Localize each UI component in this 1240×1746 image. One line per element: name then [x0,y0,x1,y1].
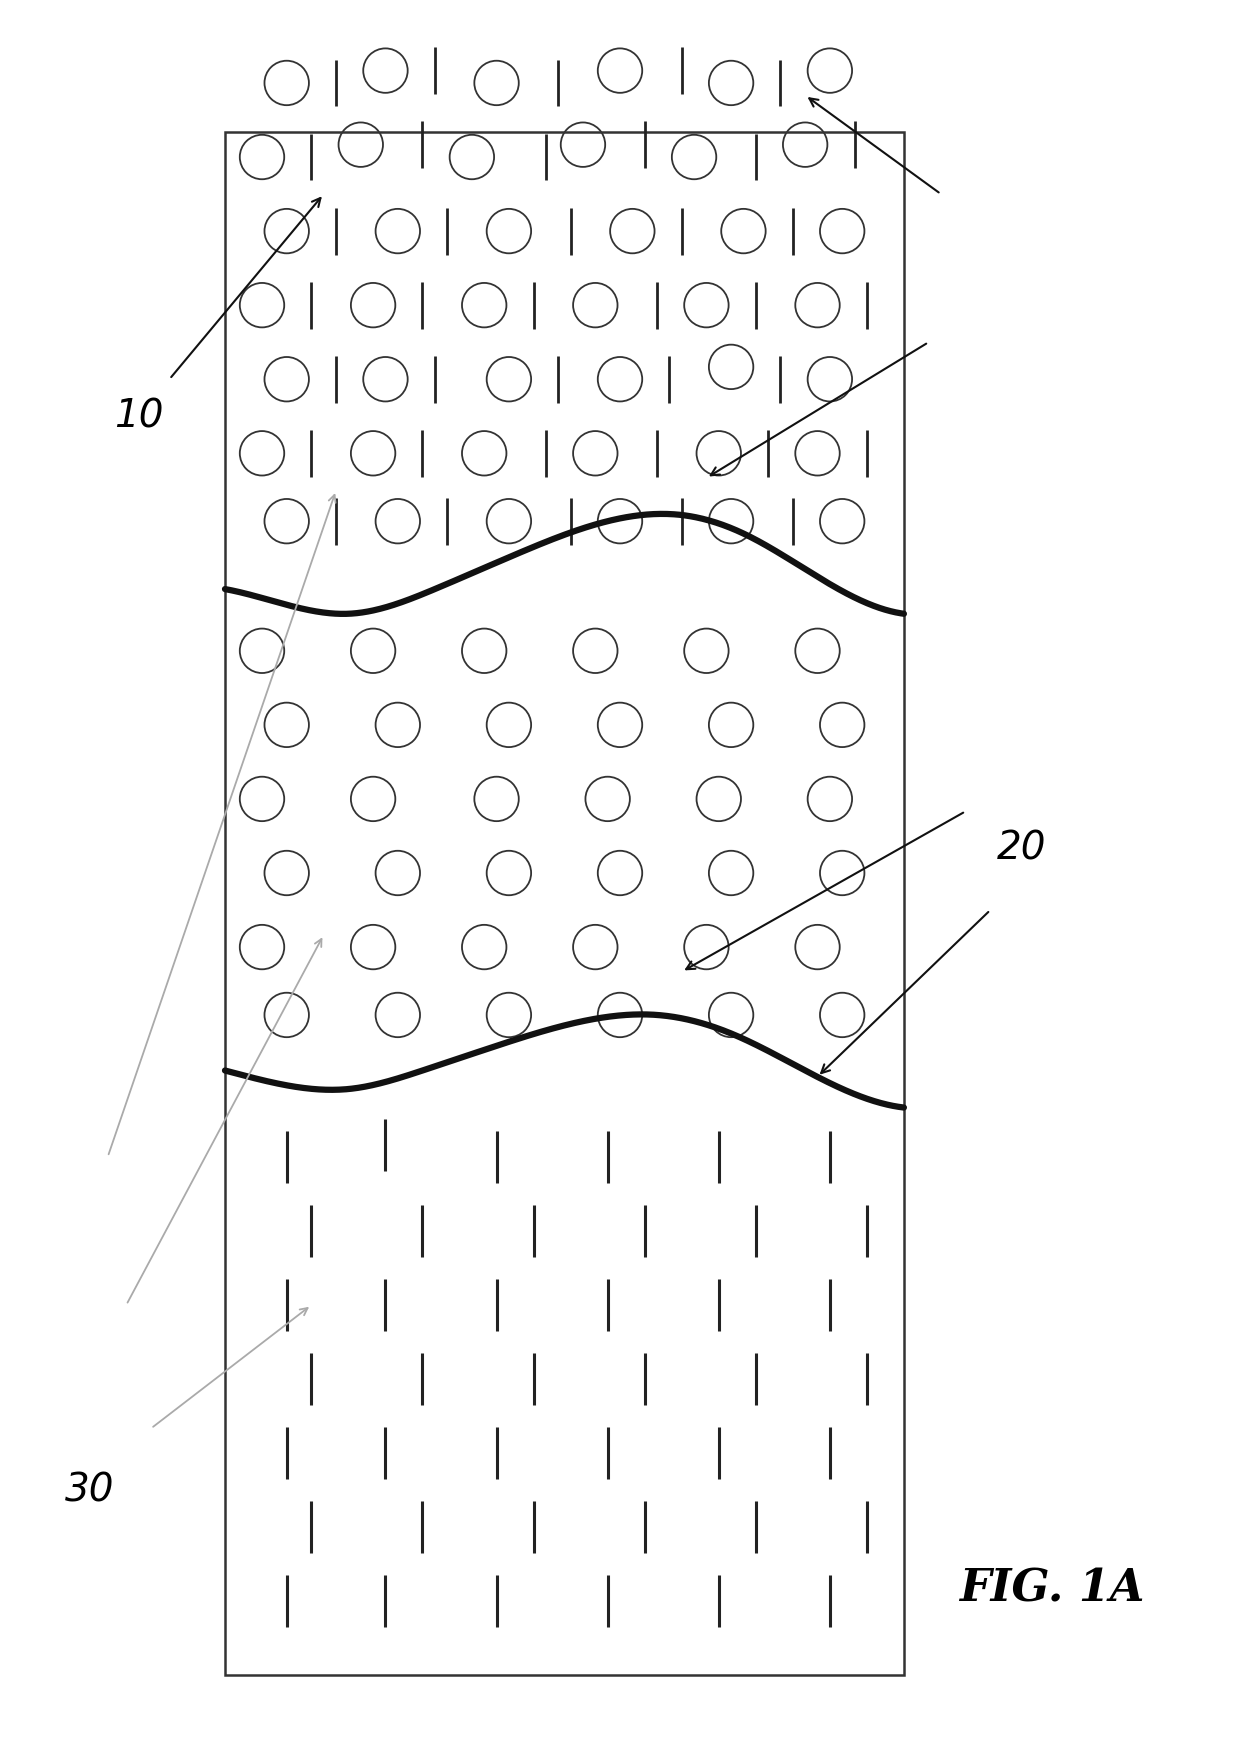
Text: 20: 20 [997,829,1047,868]
Bar [224,133,904,1676]
Text: 30: 30 [64,1472,114,1509]
Text: 10: 10 [114,398,164,435]
Text: FIG. 1A: FIG. 1A [960,1568,1145,1610]
